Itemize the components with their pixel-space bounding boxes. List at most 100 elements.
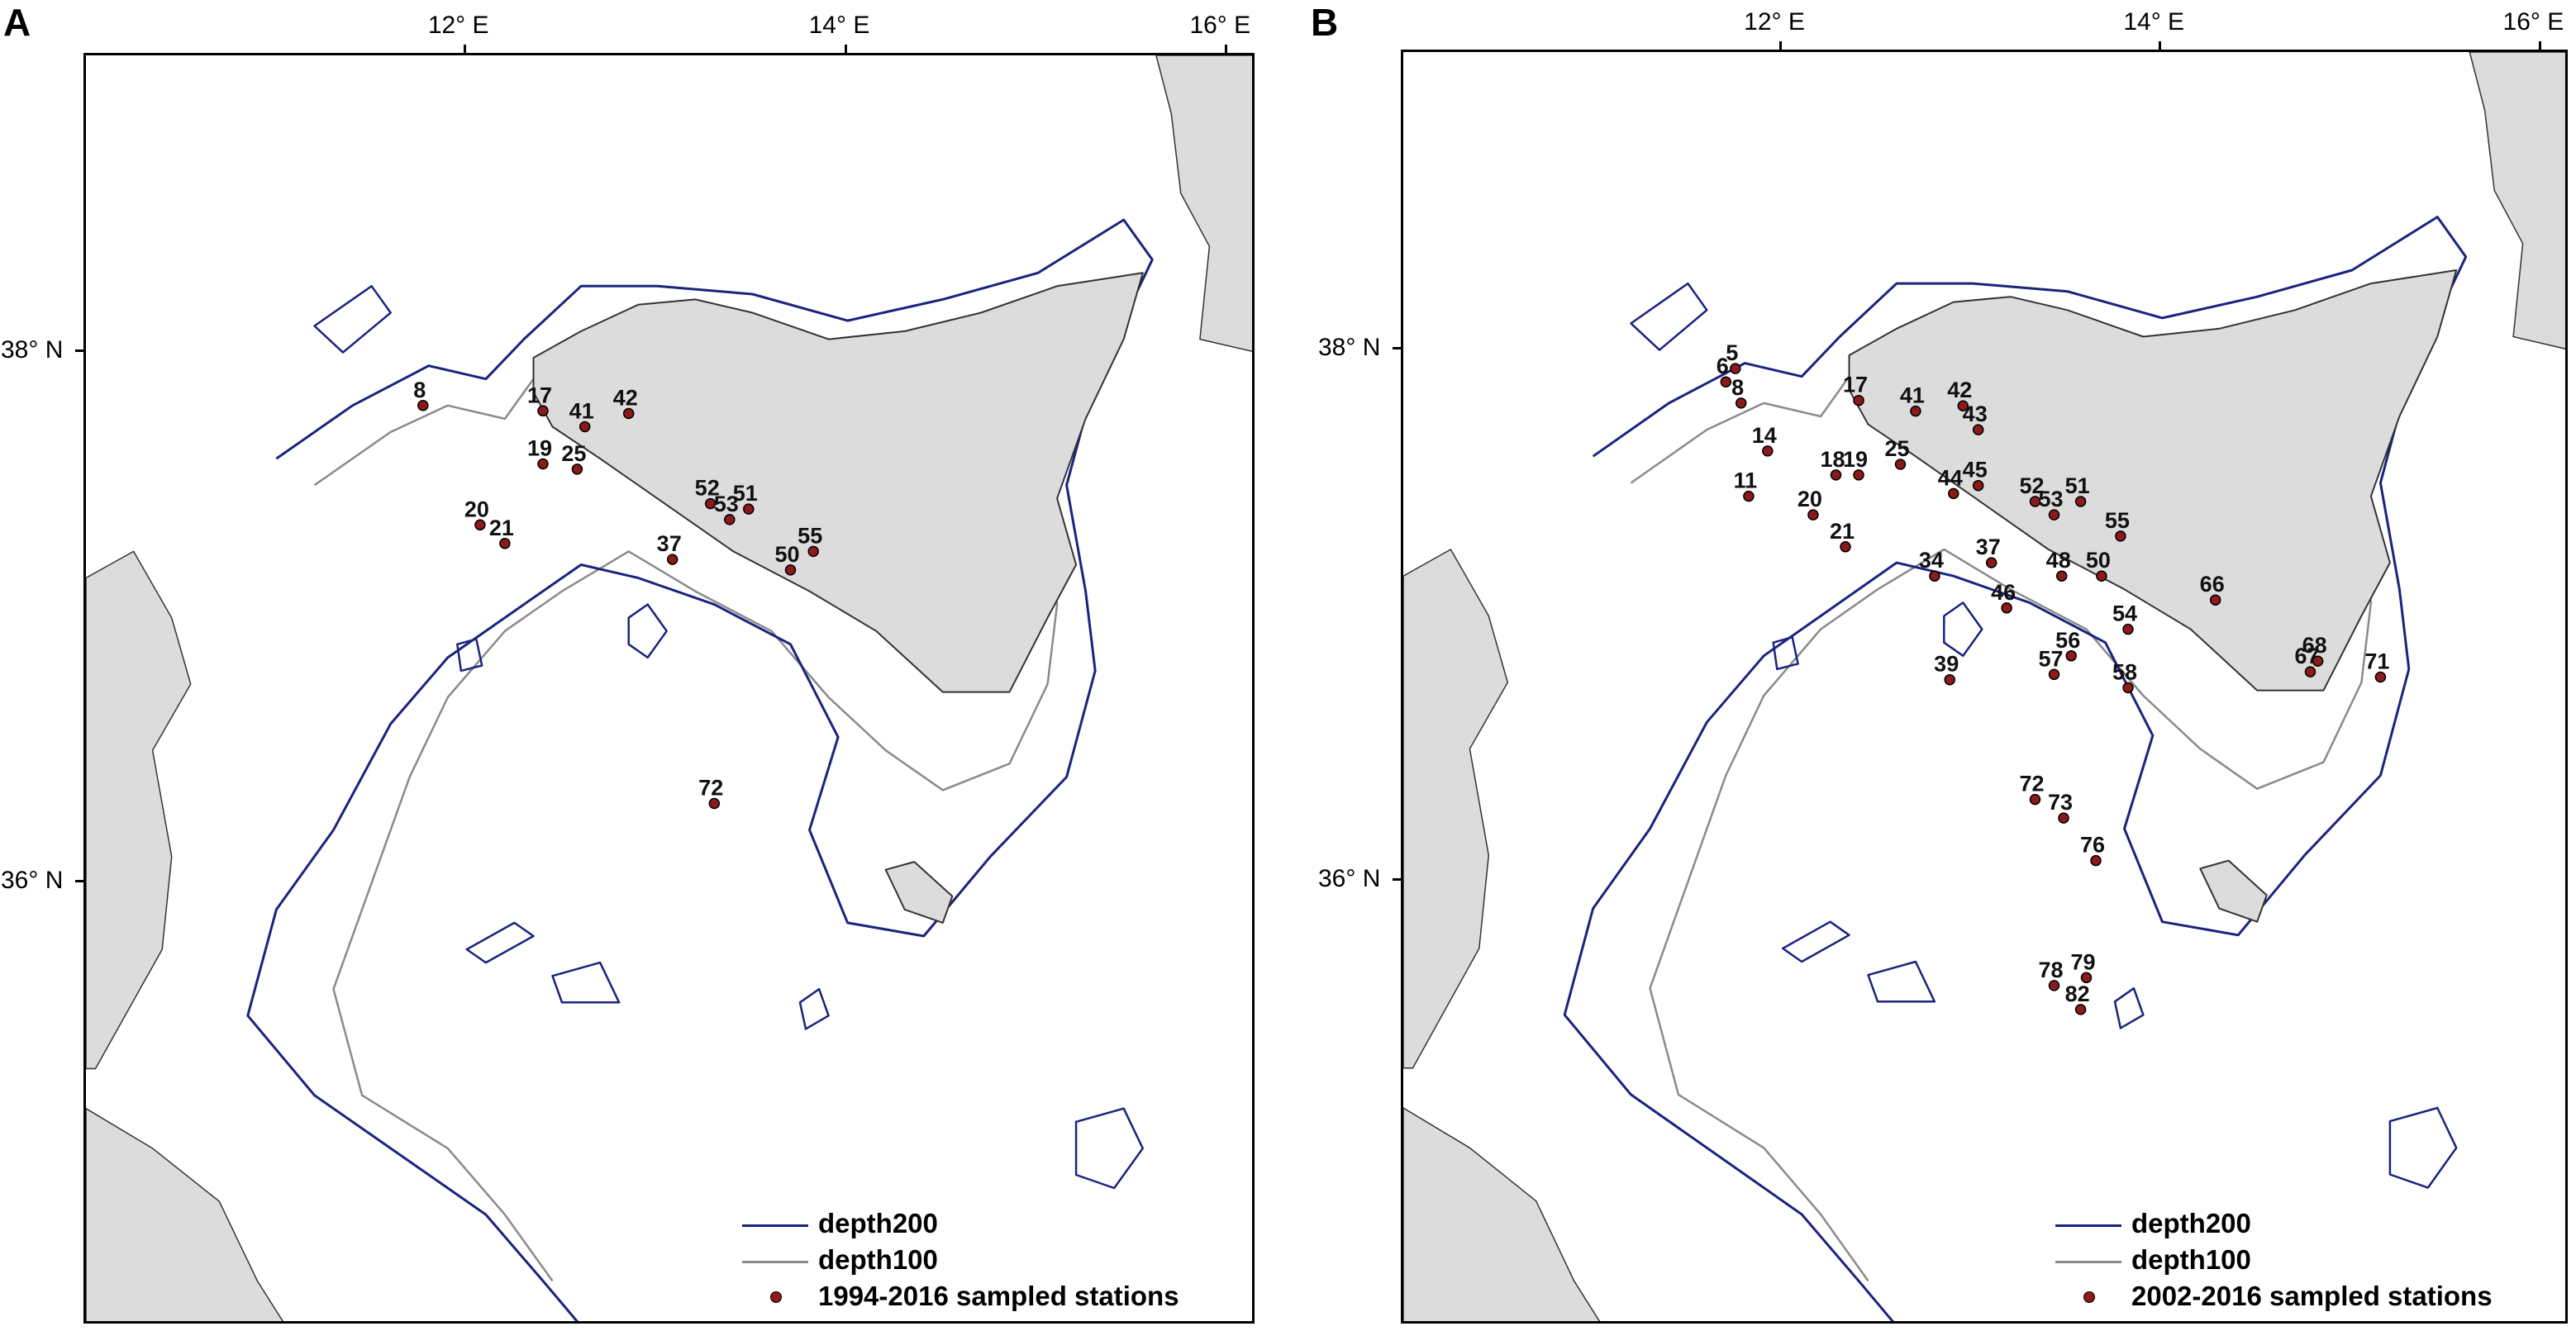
- depth200-contour: [246, 218, 1154, 1321]
- station-label: 53: [714, 492, 739, 516]
- station-label: 72: [2019, 772, 2044, 796]
- station-marker: [537, 405, 549, 417]
- station-label: 82: [2065, 982, 2090, 1006]
- depth200-contour: [1563, 216, 2468, 1321]
- station-label: 18: [1820, 447, 1845, 472]
- station-label: 72: [698, 776, 723, 801]
- legend-depth200-swatch: [2055, 1224, 2121, 1227]
- station-marker: [579, 421, 591, 433]
- shoal-contour: [313, 285, 392, 354]
- land-sicily: [1848, 269, 2458, 692]
- station-marker: [1807, 509, 1819, 521]
- station-marker: [2312, 655, 2324, 667]
- legend-depth200-label: depth200: [818, 1208, 938, 1238]
- station-marker: [622, 407, 635, 420]
- shoal-contour: [1943, 601, 1983, 658]
- station-label: 44: [1938, 465, 1963, 490]
- station-marker: [2122, 682, 2134, 694]
- station-label: 21: [489, 516, 514, 540]
- station-label: 39: [1934, 652, 1959, 677]
- legend-stations-label: 2002-2016 sampled stations: [2131, 1281, 2493, 1311]
- station-label: 8: [1731, 375, 1744, 400]
- station-marker: [417, 400, 429, 411]
- station-marker: [2058, 812, 2069, 824]
- longitude-tick-label: 16° E: [2502, 8, 2564, 36]
- legend-depth200-label: depth200: [2131, 1208, 2251, 1238]
- legend-station-swatch: [2083, 1291, 2095, 1303]
- station-label: 76: [2080, 833, 2105, 858]
- panel-b-letter: B: [1311, 1, 1339, 44]
- station-label: 19: [1843, 447, 1868, 472]
- station-marker: [1730, 363, 1741, 374]
- station-marker: [1735, 397, 1747, 409]
- longitude-tick-label: 12° E: [427, 12, 489, 39]
- station-label: 73: [2048, 790, 2073, 815]
- shoal-contour: [1630, 282, 1708, 351]
- shoal-contour: [456, 638, 483, 673]
- station-marker: [1944, 673, 1955, 686]
- station-label: 71: [2364, 649, 2389, 674]
- station-label: 51: [733, 481, 758, 506]
- shoal-contour: [2388, 1106, 2458, 1189]
- latitude-tick-label: 36° N: [1, 866, 64, 894]
- station-marker: [1853, 469, 1864, 481]
- station-label: 17: [527, 383, 552, 407]
- station-marker: [2115, 530, 2126, 542]
- station-marker: [2090, 854, 2102, 867]
- station-marker: [1910, 405, 1921, 417]
- legend-depth100-label: depth100: [818, 1244, 938, 1275]
- station-label: 34: [1919, 548, 1944, 573]
- longitude-tick-mark: [1779, 41, 1783, 50]
- land-libya: [86, 1107, 283, 1321]
- station-marker: [2048, 980, 2060, 991]
- longitude-tick-label: 14° E: [808, 12, 870, 39]
- legend-station-swatch: [770, 1291, 782, 1303]
- station-marker: [1762, 445, 1774, 457]
- station-label: 79: [2070, 949, 2095, 974]
- station-marker: [2029, 793, 2041, 806]
- station-marker: [2074, 496, 2087, 507]
- station-marker: [1853, 394, 1864, 406]
- latitude-tick-label: 38° N: [1318, 333, 1381, 361]
- station-label: 78: [2038, 958, 2063, 982]
- station-label: 5: [1726, 340, 1738, 365]
- shoal-contour: [627, 603, 668, 659]
- station-label: 46: [1991, 580, 2016, 605]
- station-marker: [666, 554, 679, 565]
- station-label: 50: [774, 542, 799, 567]
- latitude-tick-mark: [75, 879, 83, 882]
- shoal-contour: [798, 987, 830, 1030]
- legend-depth100-swatch: [742, 1261, 808, 1263]
- station-marker: [743, 503, 755, 515]
- station-marker: [2065, 650, 2077, 662]
- station-marker: [499, 538, 511, 549]
- station-label: 67: [2294, 644, 2319, 668]
- station-marker: [1743, 490, 1755, 502]
- land-tunisia: [86, 550, 192, 1070]
- legend-depth200-swatch: [742, 1224, 808, 1227]
- station-label: 6: [1717, 354, 1729, 378]
- station-label: 42: [613, 386, 638, 411]
- land-malta: [2199, 859, 2268, 923]
- station-label: 14: [1752, 423, 1777, 448]
- shoal-contour: [1781, 920, 1850, 963]
- map-legend: depth200 depth100 2002-2016 sampled statio…: [2055, 1208, 2559, 1315]
- station-label: 25: [1884, 436, 1909, 461]
- map-frame: 8 17 19 20 21 25 41 42 52 53 51 37 50 55 72: [83, 53, 1255, 1324]
- station-label: 41: [1900, 383, 1925, 408]
- station-label: 8: [413, 378, 426, 402]
- station-label: 37: [657, 531, 682, 556]
- station-marker: [1929, 570, 1940, 582]
- land-libya: [1403, 1107, 1601, 1321]
- station-label: 50: [2086, 548, 2111, 573]
- legend-depth100-label: depth100: [2131, 1244, 2251, 1275]
- station-marker: [1985, 557, 1997, 568]
- legend-depth100-swatch: [2055, 1261, 2121, 1263]
- station-marker: [2048, 509, 2060, 521]
- station-marker: [2096, 570, 2107, 582]
- legend-stations-label: 1994-2016 sampled stations: [818, 1281, 1179, 1311]
- station-label: 20: [1797, 487, 1822, 511]
- station-label: 45: [1963, 458, 1988, 482]
- station-marker: [571, 463, 583, 475]
- longitude-tick-mark: [463, 45, 466, 53]
